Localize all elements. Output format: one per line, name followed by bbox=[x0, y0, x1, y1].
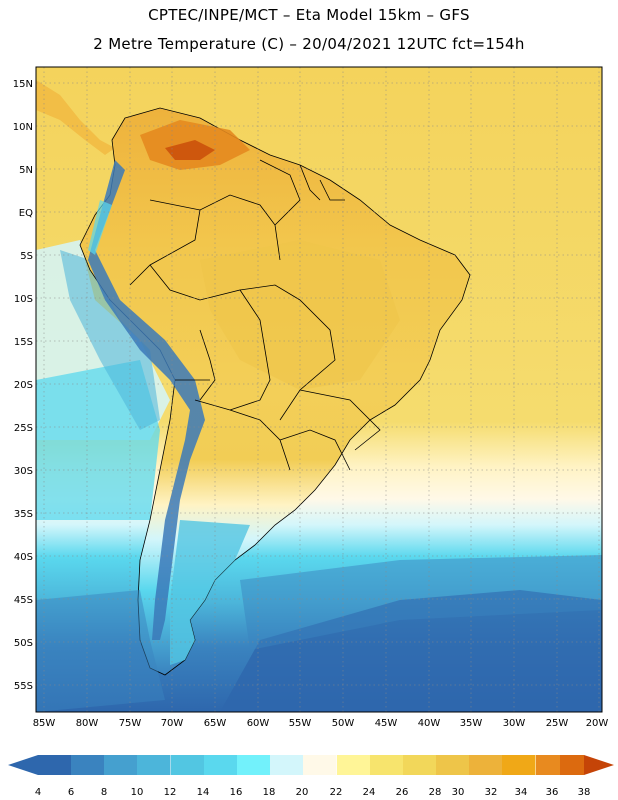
map-title: CPTEC/INPE/MCT – Eta Model 15km – GFS bbox=[148, 6, 470, 24]
lat-label-EQ: EQ bbox=[19, 208, 33, 219]
lat-label-10N: 10N bbox=[13, 122, 33, 133]
colorbar-label: 4 bbox=[35, 787, 41, 798]
colorbar-label: 18 bbox=[263, 787, 276, 798]
lon-label-50W: 50W bbox=[332, 718, 355, 729]
colorbar-label: 22 bbox=[330, 787, 343, 798]
lat-label-45S: 45S bbox=[14, 595, 33, 606]
lon-label-55W: 55W bbox=[289, 718, 312, 729]
lat-label-55S: 55S bbox=[14, 681, 33, 692]
colorbar-label: 14 bbox=[197, 787, 210, 798]
lat-label-40S: 40S bbox=[14, 552, 33, 563]
colorbar-label: 10 bbox=[131, 787, 144, 798]
colorbar-label: 24 bbox=[363, 787, 376, 798]
lat-label-5S: 5S bbox=[20, 251, 33, 262]
lon-label-20W: 20W bbox=[586, 718, 609, 729]
colorbar-label: 26 bbox=[396, 787, 409, 798]
lon-label-65W: 65W bbox=[204, 718, 227, 729]
colorbar-cell bbox=[337, 755, 371, 775]
lat-label-15N: 15N bbox=[13, 79, 33, 90]
hot-zone-core bbox=[165, 140, 215, 160]
colorbar-cell bbox=[536, 755, 561, 775]
lat-axis: 15N 10N 5N EQ 5S 10S 15S 20S 25S 30S 35S… bbox=[13, 79, 33, 692]
lon-label-40W: 40W bbox=[418, 718, 441, 729]
south-atlantic-band bbox=[240, 555, 602, 650]
colorbar-right-arrow bbox=[584, 755, 614, 775]
colorbar-label: 34 bbox=[515, 787, 528, 798]
colorbar-label: 6 bbox=[68, 787, 74, 798]
colorbar-cell bbox=[303, 755, 337, 775]
lon-axis: 85W 80W 75W 70W 65W 60W 55W 50W 45W 40W … bbox=[33, 718, 609, 729]
colorbar-cells bbox=[38, 755, 584, 775]
colorbar-label: 12 bbox=[164, 787, 177, 798]
andes-cold-strip bbox=[88, 160, 205, 640]
lon-label-25W: 25W bbox=[546, 718, 569, 729]
colorbar-cell bbox=[469, 755, 503, 775]
colorbar-left-arrow bbox=[8, 755, 38, 775]
colorbar-label: 30 bbox=[452, 787, 465, 798]
lat-label-10S: 10S bbox=[14, 294, 33, 305]
pacific-coastal-water bbox=[60, 250, 160, 430]
colorbar-cell bbox=[370, 755, 404, 775]
colorbar-label: 38 bbox=[578, 787, 591, 798]
colorbar-cell bbox=[71, 755, 105, 775]
lat-label-30S: 30S bbox=[14, 466, 33, 477]
colorbar-label: 28 bbox=[429, 787, 442, 798]
colorbar-label: 20 bbox=[296, 787, 309, 798]
colorbar-cell bbox=[270, 755, 304, 775]
lat-label-15S: 15S bbox=[14, 337, 33, 348]
colorbar-cell bbox=[171, 755, 205, 775]
andes-mid-strip bbox=[88, 200, 112, 255]
lat-label-50S: 50S bbox=[14, 638, 33, 649]
country-borders bbox=[129, 159, 381, 471]
lon-label-35W: 35W bbox=[460, 718, 483, 729]
map-field bbox=[36, 67, 602, 712]
lon-label-70W: 70W bbox=[161, 718, 184, 729]
colorbar-cell bbox=[137, 755, 171, 775]
colorbar-cell bbox=[104, 755, 138, 775]
colorbar-cell bbox=[204, 755, 238, 775]
lon-label-75W: 75W bbox=[119, 718, 142, 729]
lat-label-35S: 35S bbox=[14, 509, 33, 520]
southeast-pacific-cold bbox=[36, 590, 165, 712]
lat-label-25S: 25S bbox=[14, 423, 33, 434]
colorbar: 4 6 8 10 12 14 16 18 20 22 24 26 28 30 3… bbox=[8, 755, 614, 798]
lon-label-80W: 80W bbox=[76, 718, 99, 729]
lon-label-30W: 30W bbox=[503, 718, 526, 729]
colorbar-labels: 4 6 8 10 12 14 16 18 20 22 24 26 28 30 3… bbox=[35, 787, 591, 798]
lat-label-20S: 20S bbox=[14, 380, 33, 391]
lon-label-85W: 85W bbox=[33, 718, 56, 729]
temperature-map: 15N 10N 5N EQ 5S 10S 15S 20S 25S 30S 35S… bbox=[13, 66, 609, 729]
central-america-land bbox=[36, 80, 115, 155]
lat-label-5N: 5N bbox=[19, 165, 33, 176]
colorbar-label: 32 bbox=[485, 787, 498, 798]
colorbar-cell bbox=[502, 755, 536, 775]
lon-label-45W: 45W bbox=[375, 718, 398, 729]
colorbar-cell bbox=[38, 755, 72, 775]
map-subtitle: 2 Metre Temperature (C) – 20/04/2021 12U… bbox=[93, 35, 525, 53]
colorbar-label: 8 bbox=[101, 787, 107, 798]
map-frame bbox=[35, 66, 603, 713]
colorbar-cell bbox=[237, 755, 271, 775]
southern-ocean-dark bbox=[220, 590, 602, 712]
colorbar-cell bbox=[436, 755, 470, 775]
colorbar-label: 36 bbox=[546, 787, 559, 798]
colorbar-cell bbox=[403, 755, 437, 775]
colorbar-label: 16 bbox=[230, 787, 243, 798]
colorbar-cell bbox=[560, 755, 584, 775]
lon-label-60W: 60W bbox=[247, 718, 270, 729]
